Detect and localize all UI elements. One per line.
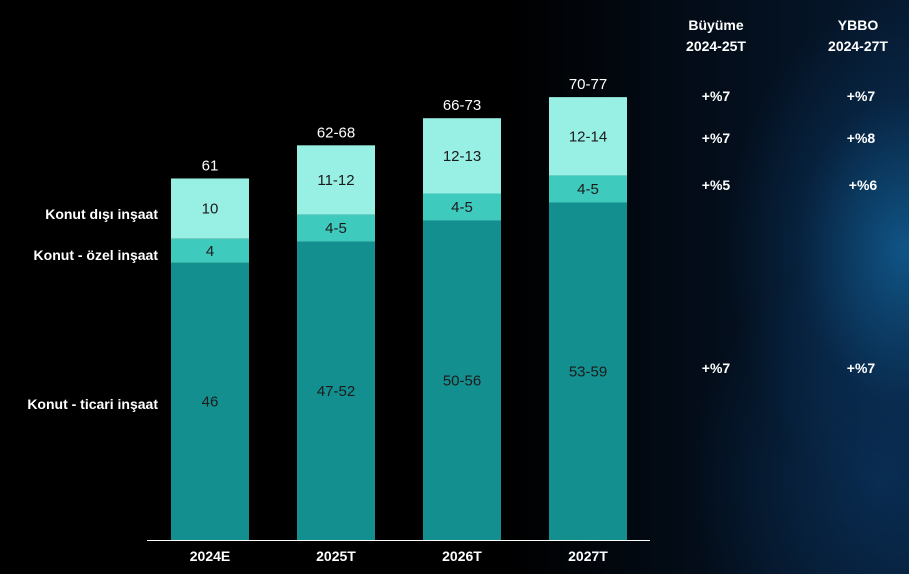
bar-segment (297, 145, 375, 215)
bar-total-label: 61 (202, 157, 219, 174)
bar-segment (171, 262, 249, 540)
bar-total-label: 66-73 (443, 97, 481, 114)
bar-segment (423, 193, 501, 221)
cagr-total: +%7 (846, 88, 876, 104)
segment-value-label: 53-59 (569, 363, 607, 380)
legend-label-non-residential: Konut dışı inşaat (45, 206, 158, 222)
bar-segment (297, 241, 375, 540)
legend-label-residential-private: Konut - özel inşaat (33, 247, 158, 263)
growth-total: +%7 (701, 88, 731, 104)
growth-residential-commercial: +%7 (701, 360, 731, 376)
bar-segment (549, 175, 627, 203)
segment-value-label: 4-5 (577, 181, 599, 198)
bar-segment (423, 220, 501, 540)
bar-segment (549, 97, 627, 176)
growth-header: Büyüme 2024-25T (666, 15, 766, 57)
cagr-residential-commercial: +%7 (846, 360, 876, 376)
bar-segment (297, 214, 375, 242)
x-tick-label: 2025T (316, 548, 356, 564)
bar-segment (549, 202, 627, 541)
segment-value-label: 50-56 (443, 372, 481, 389)
cagr-residential-private: +%6 (848, 177, 878, 193)
x-tick-label: 2027T (568, 548, 608, 564)
segment-value-label: 12-13 (443, 148, 481, 165)
segment-value-label: 47-52 (317, 383, 355, 400)
segment-value-label: 4-5 (325, 220, 347, 237)
cagr-header-line2: 2024-27T (828, 38, 888, 54)
segment-value-label: 12-14 (569, 128, 607, 145)
segment-value-label: 4 (206, 243, 214, 260)
growth-non-residential: +%7 (701, 130, 731, 146)
segment-value-label: 46 (202, 393, 219, 410)
growth-header-line1: Büyüme (688, 17, 744, 33)
growth-header-line2: 2024-25T (686, 38, 746, 54)
segment-value-label: 10 (202, 201, 219, 218)
cagr-non-residential: +%8 (846, 130, 876, 146)
cagr-header-line1: YBBO (837, 17, 879, 33)
x-tick-label: 2024E (190, 548, 230, 564)
bar-segment (171, 238, 249, 263)
growth-residential-private: +%5 (701, 177, 731, 193)
x-tick-label: 2026T (442, 548, 482, 564)
bar-segment (423, 118, 501, 194)
cagr-header: YBBO 2024-27T (808, 15, 908, 57)
segment-value-label: 11-12 (317, 172, 354, 189)
legend-label-residential-commercial: Konut - ticari inşaat (27, 396, 158, 412)
bar-total-label: 62-68 (317, 124, 355, 141)
bar-total-label: 70-77 (569, 76, 607, 93)
bar-segment (171, 178, 249, 239)
segment-value-label: 4-5 (451, 199, 473, 216)
